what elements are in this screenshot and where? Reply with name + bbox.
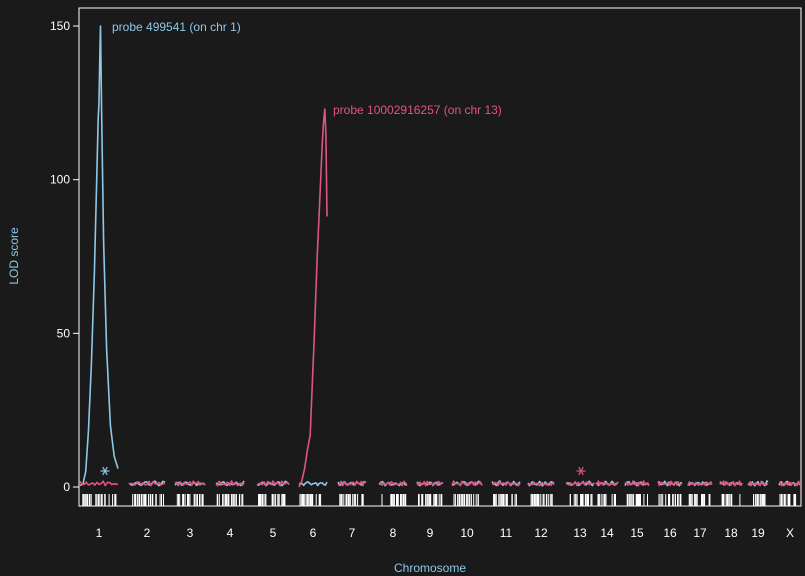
lod-curve-segment (416, 480, 444, 487)
probe-annotation: probe 499541 (on chr 1) (112, 20, 241, 34)
y-axis-title: LOD score (7, 227, 21, 285)
x-axis: 1 2 3 4 5 6 7 8 9 10 11 12 13 14 15 16 17 18 19 X (96, 526, 794, 540)
lod-curve-segment (527, 481, 555, 487)
y-tick-label: 100 (50, 173, 70, 187)
lod-curve-segment (451, 480, 483, 487)
x-tick-label: 16 (663, 526, 677, 540)
lod-curve-segment (215, 480, 245, 487)
lod-curve-segment (657, 480, 683, 487)
lod-curve-segment (174, 480, 206, 487)
x-tick-label: 13 (573, 526, 587, 540)
x-tick-label: 4 (227, 526, 234, 540)
lod-curve-segment (657, 480, 683, 487)
lod-curve-segment (79, 480, 119, 487)
x-tick-label: 14 (600, 526, 614, 540)
x-tick-label: 12 (534, 526, 548, 540)
lod-curve-segment (624, 480, 650, 487)
lod-curve-segment (337, 480, 367, 487)
x-tick-label: 9 (427, 526, 434, 540)
lod-curve-segment (687, 481, 713, 487)
x-tick-label: X (786, 526, 794, 540)
plot-frame (78, 7, 802, 507)
lod-curve-segment (565, 480, 595, 487)
lod-curve-segment (719, 480, 743, 487)
x-tick-label: 3 (187, 526, 194, 540)
x-tick-label: 6 (310, 526, 317, 540)
lod-curve-segment (128, 480, 166, 487)
probe-annotation: probe 10002916257 (on chr 13) (333, 103, 502, 117)
x-tick-label: 1 (96, 526, 103, 540)
y-axis: 0 50 100 150 (50, 19, 79, 494)
lod-curve-segment (79, 25, 119, 487)
lod-curve-segment (778, 480, 802, 487)
lod-curves (79, 25, 802, 488)
x-tick-label: 7 (349, 526, 356, 540)
x-tick-label: 2 (144, 526, 151, 540)
lod-curve-segment (747, 480, 769, 487)
asterisk-marker (100, 466, 110, 476)
x-tick-label: 10 (460, 526, 474, 540)
y-tick-label: 150 (50, 19, 70, 33)
x-tick-label: 5 (270, 526, 277, 540)
lod-curve-segment (595, 480, 619, 487)
y-tick-label: 0 (63, 480, 70, 494)
x-axis-title: Chromosome (394, 561, 466, 575)
x-tick-label: 11 (500, 526, 513, 540)
y-tick-label: 50 (57, 326, 71, 340)
x-tick-label: 18 (724, 526, 738, 540)
marker-rug (82, 494, 797, 506)
lod-curve-segment (128, 480, 166, 487)
x-tick-label: 15 (630, 526, 644, 540)
asterisk-marker (576, 466, 586, 476)
x-tick-label: 8 (390, 526, 397, 540)
annotations: probe 499541 (on chr 1) probe 10002916257… (100, 20, 586, 476)
lod-curve-segment (298, 108, 328, 488)
lod-curve-segment (378, 480, 408, 487)
lod-curve-segment (298, 481, 328, 487)
x-tick-label: 19 (751, 526, 765, 540)
lod-curve-segment (256, 480, 290, 487)
lod-curve-segment (491, 480, 521, 487)
x-tick-label: 17 (693, 526, 707, 540)
